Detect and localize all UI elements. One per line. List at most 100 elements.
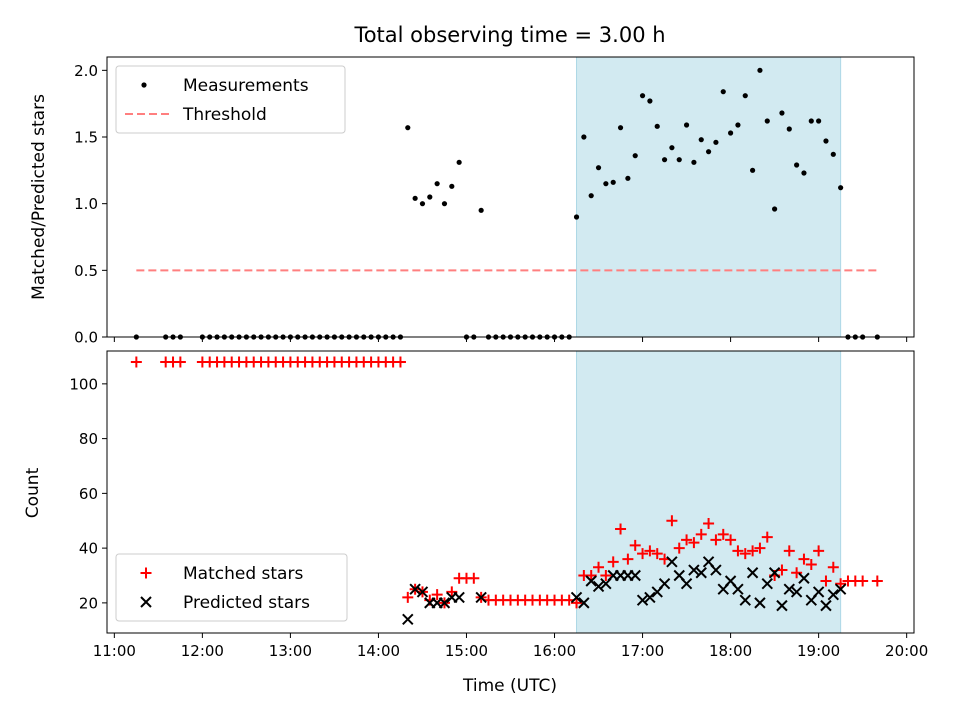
y-tick-label: 0.5	[74, 262, 98, 280]
measurement-point	[772, 206, 778, 212]
matched-point	[813, 545, 825, 557]
predicted-point	[416, 586, 429, 598]
matched-point	[607, 556, 619, 568]
predicted-point	[438, 597, 451, 609]
predicted-point	[644, 591, 656, 604]
measurement-point	[478, 207, 484, 213]
series-2-2	[402, 556, 847, 626]
measurement-point	[573, 214, 580, 220]
matched-point	[798, 553, 810, 565]
matched-point	[644, 545, 656, 557]
legend-label: Threshold	[182, 105, 267, 125]
matched-point	[820, 575, 832, 587]
matched-point	[468, 572, 480, 584]
shaded-span	[576, 56, 842, 338]
predicted-point	[402, 613, 414, 626]
axes-frame	[106, 350, 915, 634]
measurement-point	[713, 139, 719, 145]
matched-point	[593, 561, 605, 573]
measurement-point	[419, 201, 426, 207]
matched-point	[791, 567, 803, 579]
matched-point	[402, 591, 414, 603]
measurement-point	[705, 149, 712, 155]
predicted-point	[680, 578, 693, 590]
measurement-point	[691, 159, 697, 165]
y-tick-label: 100	[69, 375, 98, 393]
y-tick-label: 40	[79, 540, 98, 558]
legend-label: Measurements	[183, 76, 309, 96]
measurement-point	[735, 122, 741, 128]
matched-point	[431, 589, 443, 601]
panel-1: 0.0 0.5 1.0 1.5 2.0 Measurements Threshold	[74, 56, 915, 347]
x-tick-label: 14:00	[357, 642, 400, 660]
matched-point	[754, 542, 766, 554]
measurement-point	[742, 93, 748, 99]
matched-point	[681, 534, 693, 546]
measurement-point	[456, 159, 462, 165]
matched-point	[571, 597, 583, 609]
matched-point	[783, 545, 795, 557]
measurement-point	[449, 183, 455, 189]
matched-point	[827, 561, 839, 573]
measurement-point	[764, 118, 770, 124]
predicted-point	[827, 588, 840, 601]
x-tick-label: 13:00	[269, 642, 312, 660]
predicted-point	[629, 569, 641, 582]
legend-marker-matched	[140, 567, 152, 579]
y-tick-label: 1.5	[74, 129, 98, 147]
matched-point	[857, 575, 869, 587]
x-tick-label: 11:00	[93, 642, 136, 660]
matched-point	[695, 528, 707, 540]
predicted-point	[570, 591, 583, 604]
matched-point	[394, 356, 406, 368]
x-tick-label: 17:00	[621, 642, 664, 660]
matched-point	[622, 553, 634, 565]
matched-point	[871, 575, 883, 587]
chart-title: Total observing time = 3.00 h	[353, 23, 665, 47]
axes-frame	[106, 56, 915, 338]
matched-point	[585, 570, 597, 582]
matched-point	[673, 542, 685, 554]
predicted-point	[578, 597, 590, 609]
predicted-point	[790, 586, 803, 598]
measurement-point	[588, 193, 594, 199]
measurement-point	[698, 137, 704, 143]
predicted-point	[812, 586, 825, 598]
x-axis-label: Time (UTC)	[462, 676, 557, 696]
measurement-point	[683, 122, 690, 128]
measurement-point	[632, 153, 638, 159]
measurement-point	[639, 93, 646, 99]
y-tick-label: 20	[79, 594, 98, 612]
legend-1: Measurements Threshold	[115, 65, 346, 134]
measurement-point	[434, 181, 440, 187]
y-tick-label: 60	[79, 485, 98, 503]
predicted-point	[783, 583, 795, 595]
predicted-point	[666, 556, 678, 568]
measurement-point	[838, 185, 844, 191]
measurement-point	[647, 98, 653, 104]
measurement-point	[595, 165, 602, 171]
matched-point	[615, 523, 627, 535]
matched-point	[446, 586, 458, 598]
measurement-point	[830, 151, 836, 157]
predicted-point	[688, 564, 700, 576]
measurement-point	[816, 118, 822, 124]
measurement-point	[801, 170, 807, 176]
matched-point	[629, 539, 641, 551]
predicted-point	[453, 591, 465, 604]
predicted-point	[710, 564, 722, 576]
predicted-point	[592, 580, 605, 593]
shaded-span	[576, 350, 842, 634]
y-tick-label: 0.0	[74, 329, 98, 347]
predicted-point	[746, 567, 759, 579]
measurement-point	[581, 134, 587, 140]
predicted-point	[820, 599, 832, 612]
matched-point	[710, 534, 722, 546]
y-tick-label: 80	[79, 430, 98, 448]
measurement-point	[412, 195, 418, 201]
predicted-point	[409, 583, 421, 595]
matched-point	[739, 548, 751, 560]
legend-label: Predicted stars	[183, 593, 310, 613]
predicted-point	[776, 599, 788, 612]
